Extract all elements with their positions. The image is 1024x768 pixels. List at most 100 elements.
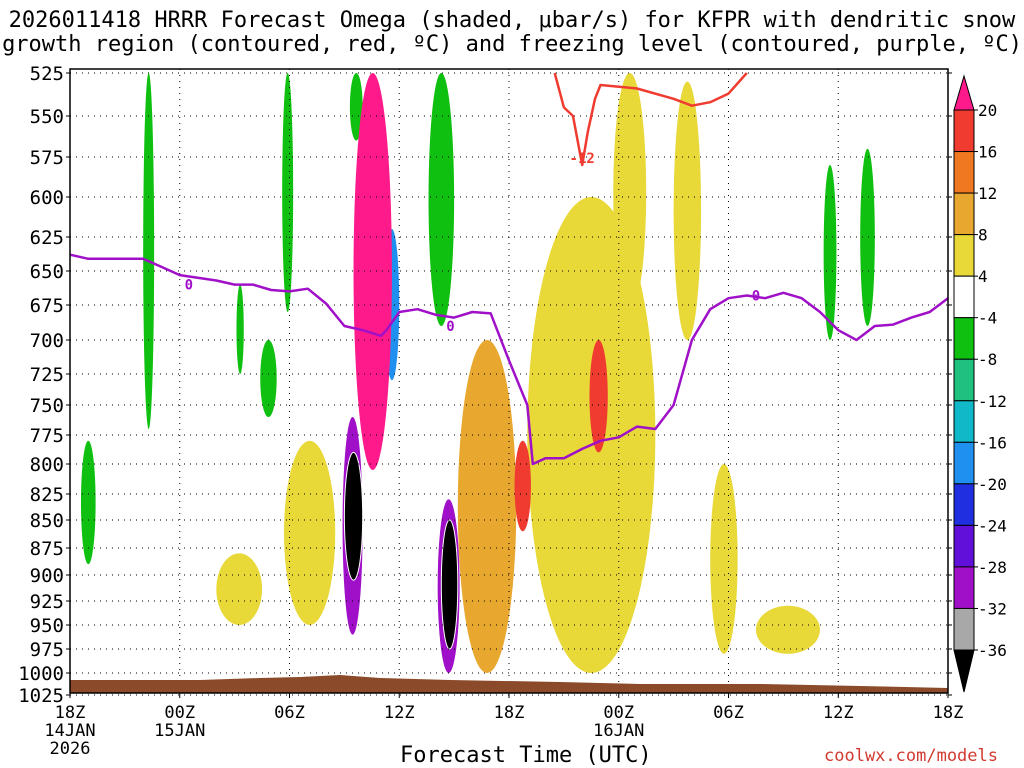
ytick-label-925: 925 [30,591,64,613]
colorbar-swatch-6 [953,317,975,360]
xtick-label-5: 00Z [603,703,634,723]
xtick-sub2-0: 2026 [50,739,91,759]
ytick-label-600: 600 [30,187,64,209]
omega-region-14 [823,165,837,340]
grid-layer [69,69,949,696]
colorbar-label-0: 20 [978,101,997,120]
omega-region-1 [710,464,738,654]
ytick-label-775: 775 [30,425,64,447]
xtick-label-1: 00Z [164,703,195,723]
omega-region-13 [428,73,455,326]
freezing-level-label-2: 0 [752,288,760,304]
omega-region-23 [343,451,364,581]
colorbar-label-3: 8 [978,226,988,245]
ytick-label-625: 625 [30,227,64,249]
omega-region-2 [755,605,820,654]
y-axis: 525 550 575 600 625 650 675 700 725 750 775 800 825 8… [18,63,952,707]
ytick-label-1000: 1000 [18,663,64,685]
ground-terrain [70,675,948,693]
colorbar-swatch-3 [953,192,975,236]
colorbar-label-6: -8 [978,350,997,369]
ytick-label-675: 675 [30,295,64,317]
xtick-sub1-5: 16JAN [593,721,644,741]
omega-region-20 [353,73,392,470]
ytick-label-825: 825 [30,484,64,506]
omega-region-5 [613,73,647,312]
x-axis-label: Forecast Time (UTC) [400,743,652,768]
colorbar-label-11: -28 [978,558,1007,577]
colorbar-arrow-bottom [953,649,975,693]
colorbar-arrow-top [953,74,975,111]
colorbar-label-8: -16 [978,433,1007,452]
ytick-label-900: 900 [30,565,64,587]
dgz-contour [553,72,748,167]
terrain-layer [70,675,948,693]
omega-region-0 [527,197,656,673]
colorbar-swatch-10 [953,483,975,526]
colorbar-swatch-9 [953,441,975,485]
colorbar-label-7: -12 [978,392,1007,411]
chart-title-line-2: growth region (contoured, red, ºC) and f… [2,32,1022,57]
ytick-label-750: 750 [30,395,64,417]
omega-region-8 [80,440,96,565]
omega-region-7 [143,73,155,429]
colorbar: 20 16 12 8 4 -4 -8 -12 -16 -20 -24 -28 -32 -36 [953,74,1007,693]
colorbar-label-10: -24 [978,516,1007,535]
colorbar-label-2: 12 [978,184,997,203]
freezing-level-contour [69,253,949,466]
colorbar-swatch-1 [953,109,975,153]
colorbar-swatch-12 [953,566,975,609]
omega-region-16 [457,340,517,673]
omega-shading-layer [80,73,875,673]
ytick-label-875: 875 [30,538,64,560]
xtick-label-0: 18Z [55,703,86,723]
colorbar-label-12: -32 [978,599,1007,618]
xtick-label-4: 18Z [494,703,525,723]
omega-region-15 [860,148,875,326]
ytick-label-725: 725 [30,364,64,386]
colorbar-swatch-2 [953,151,975,194]
ytick-label-550: 550 [30,106,64,128]
freezing-level-label-1: 0 [446,319,454,335]
ytick-label-975: 975 [30,639,64,661]
omega-region-6 [673,81,702,340]
ytick-label-1025: 1025 [18,685,64,707]
freezing-level-label-0: 0 [185,278,193,294]
omega-region-10 [282,73,294,312]
ytick-label-575: 575 [30,147,64,169]
omega-region-3 [216,553,263,625]
xtick-sub1-1: 15JAN [154,721,205,741]
ytick-label-800: 800 [30,454,64,476]
contour-layer: 0 0 0 -12 [69,72,949,466]
ytick-label-850: 850 [30,510,64,532]
ytick-label-525: 525 [30,63,64,85]
colorbar-swatch-11 [953,524,975,568]
xtick-label-7: 12Z [823,703,854,723]
ytick-label-650: 650 [30,261,64,283]
omega-region-12 [260,340,277,417]
chart-title-line-1: 2026011418 HRRR Forecast Omega (shaded, … [8,8,1016,33]
dgz-label: -12 [570,151,595,167]
omega-region-24 [440,519,459,650]
omega-region-11 [349,73,363,141]
xtick-label-8: 18Z [933,703,964,723]
colorbar-label-13: -36 [978,641,1007,660]
ytick-label-950: 950 [30,615,64,637]
colorbar-label-4: 4 [978,267,988,286]
colorbar-swatch-7 [953,358,975,402]
credit-text: coolwx.com/models [824,746,998,766]
ytick-label-700: 700 [30,330,64,352]
omega-region-18 [589,340,608,453]
xtick-label-2: 06Z [274,703,305,723]
colorbar-label-5: -4 [978,309,997,328]
colorbar-swatch-8 [953,400,975,443]
colorbar-swatch-13 [953,607,975,651]
colorbar-swatch-5 [953,275,975,319]
colorbar-label-1: 16 [978,143,997,162]
colorbar-label-9: -20 [978,475,1007,494]
omega-region-17 [514,440,531,532]
xtick-sub1-0: 14JAN [44,721,95,741]
omega-region-9 [236,284,244,374]
